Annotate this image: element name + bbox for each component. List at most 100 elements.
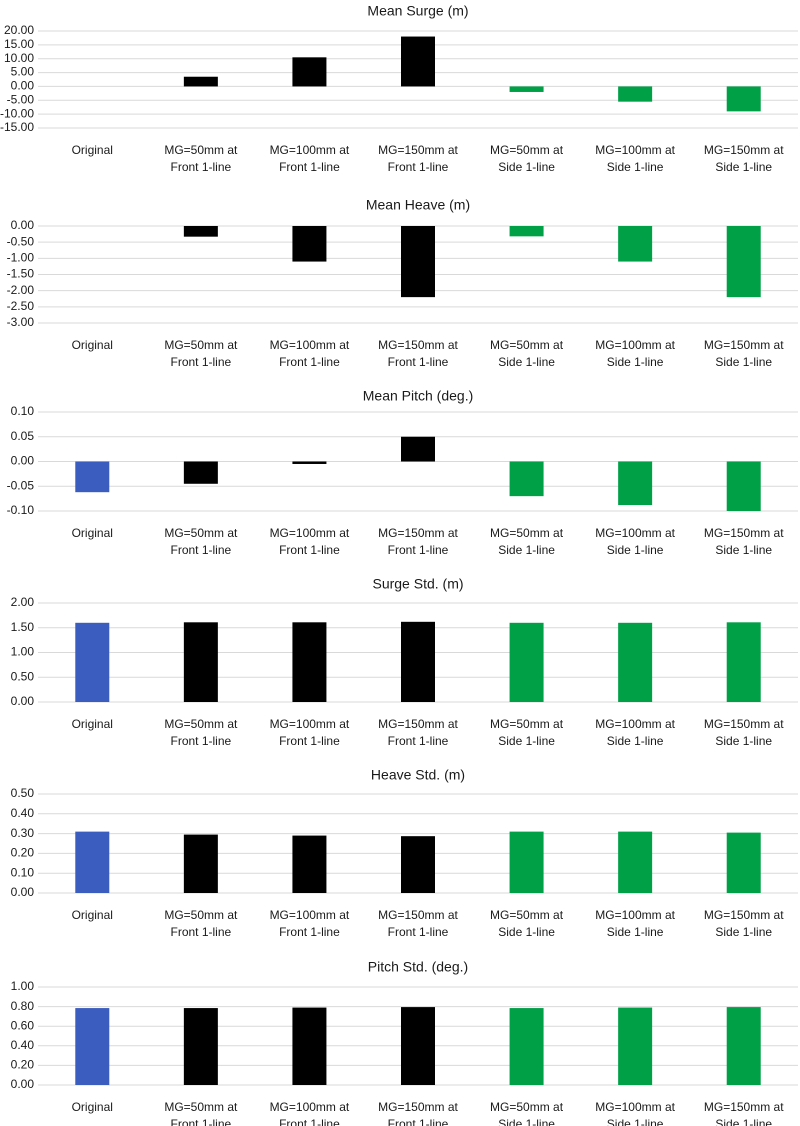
bar	[401, 1007, 435, 1085]
bar	[183, 1008, 218, 1085]
chart-title: Heave Std. (m)	[371, 767, 465, 783]
bar	[726, 1007, 761, 1085]
x-category-label: Side 1-line	[607, 925, 664, 939]
bar	[401, 436, 435, 462]
x-category-label: Side 1-line	[715, 543, 772, 557]
y-tick-label: -2.50	[7, 299, 35, 313]
y-tick-label: 1.00	[11, 645, 35, 659]
x-category-label: MG=150mm at	[378, 338, 458, 352]
chart-title: Mean Surge (m)	[367, 3, 468, 19]
x-category-label: Front 1-line	[388, 925, 449, 939]
bar	[618, 622, 653, 702]
chart-panel: Mean Pitch (deg.) 0.10 0.05 0.00 -0.05 -0.10 O…	[7, 388, 798, 557]
chart-panel: Heave Std. (m) 0.50 0.40 0.30 0.20 0.10 0.00 Or…	[11, 767, 798, 939]
bar	[509, 86, 544, 92]
chart-panel: Mean Surge (m) 20.0015.0010.005.000.00-5.…	[0, 3, 798, 174]
x-category-label: Side 1-line	[498, 355, 555, 369]
bar	[401, 226, 435, 298]
x-category-label: Front 1-line	[388, 160, 449, 174]
x-category-label: Front 1-line	[388, 1117, 449, 1126]
bar	[726, 832, 761, 893]
bar	[183, 461, 218, 484]
y-tick-label: -3.00	[7, 315, 35, 329]
x-category-label: MG=50mm at	[490, 908, 564, 922]
x-category-label: MG=100mm at	[595, 143, 675, 157]
bar	[618, 1007, 653, 1085]
x-category-label: Side 1-line	[607, 543, 664, 557]
x-category-label: MG=50mm at	[164, 908, 238, 922]
y-tick-label: 0.00	[11, 694, 35, 708]
bar	[509, 831, 544, 893]
y-tick-label: 0.00	[11, 885, 35, 899]
x-category-label: Front 1-line	[279, 1117, 340, 1126]
bar	[726, 461, 761, 511]
x-category-label: Front 1-line	[279, 160, 340, 174]
x-category-label: Front 1-line	[279, 925, 340, 939]
x-category-label: Front 1-line	[171, 1117, 232, 1126]
y-tick-label: 1.00	[11, 979, 35, 993]
x-category-label: MG=100mm at	[595, 338, 675, 352]
bar	[618, 226, 653, 262]
y-tick-label: -1.50	[7, 267, 35, 281]
chart-panel: Mean Heave (m) 0.00 -0.50 -1.00 -1.50 -2.00 -2…	[7, 197, 798, 369]
y-tick-label: -5.00	[7, 92, 35, 106]
x-category-label: Front 1-line	[388, 355, 449, 369]
y-tick-label: 10.00	[4, 51, 34, 65]
x-category-label: MG=100mm at	[270, 143, 350, 157]
bar	[75, 461, 110, 493]
bar	[183, 622, 218, 702]
y-tick-label: -1.00	[7, 251, 35, 265]
x-category-label: Original	[72, 338, 113, 352]
x-category-label: Front 1-line	[279, 355, 340, 369]
bar	[509, 1008, 544, 1085]
y-tick-label: -0.05	[7, 478, 35, 492]
y-tick-label: 0.00	[11, 1077, 35, 1091]
y-tick-label: -0.50	[7, 234, 35, 248]
x-category-label: MG=100mm at	[270, 338, 350, 352]
x-category-label: Side 1-line	[498, 734, 555, 748]
x-category-label: MG=50mm at	[164, 338, 238, 352]
y-tick-label: 0.00	[11, 218, 35, 232]
x-category-label: MG=50mm at	[490, 338, 564, 352]
y-tick-label: -10.00	[0, 106, 34, 120]
bar	[726, 226, 761, 298]
y-tick-label: 15.00	[4, 37, 34, 51]
y-tick-label: -15.00	[0, 120, 34, 134]
x-category-label: MG=100mm at	[595, 908, 675, 922]
bar	[292, 226, 327, 262]
x-category-label: MG=100mm at	[270, 717, 350, 731]
x-category-label: Side 1-line	[607, 160, 664, 174]
x-category-label: MG=150mm at	[704, 143, 784, 157]
x-category-label: MG=50mm at	[490, 1100, 564, 1114]
bar	[183, 76, 218, 87]
x-category-label: MG=150mm at	[704, 526, 784, 540]
bar	[401, 36, 435, 87]
x-category-label: Side 1-line	[715, 1117, 772, 1126]
y-tick-label: 0.50	[11, 786, 35, 800]
x-category-label: Side 1-line	[715, 734, 772, 748]
x-category-label: MG=100mm at	[270, 526, 350, 540]
x-category-label: Original	[72, 526, 113, 540]
x-category-label: Front 1-line	[388, 543, 449, 557]
y-tick-label: 0.30	[11, 826, 35, 840]
x-category-label: MG=100mm at	[270, 908, 350, 922]
x-category-label: Front 1-line	[171, 543, 232, 557]
x-category-label: MG=50mm at	[490, 143, 564, 157]
x-category-label: Front 1-line	[171, 355, 232, 369]
y-tick-label: 2.00	[11, 595, 35, 609]
y-tick-label: 0.40	[11, 1038, 35, 1052]
x-category-label: Front 1-line	[171, 734, 232, 748]
x-category-label: MG=50mm at	[164, 1100, 238, 1114]
x-category-label: Side 1-line	[715, 160, 772, 174]
bar	[292, 622, 327, 702]
chart-panel: Surge Std. (m) 2.00 1.50 1.00 0.50 0.00 Origin…	[11, 576, 798, 748]
x-category-label: Front 1-line	[279, 734, 340, 748]
y-tick-label: 0.80	[11, 999, 35, 1013]
y-tick-label: -2.00	[7, 283, 35, 297]
y-tick-label: 5.00	[11, 65, 35, 79]
bar	[75, 622, 110, 702]
chart-title: Surge Std. (m)	[372, 576, 463, 592]
x-category-label: MG=50mm at	[490, 717, 564, 731]
x-category-label: MG=150mm at	[378, 143, 458, 157]
